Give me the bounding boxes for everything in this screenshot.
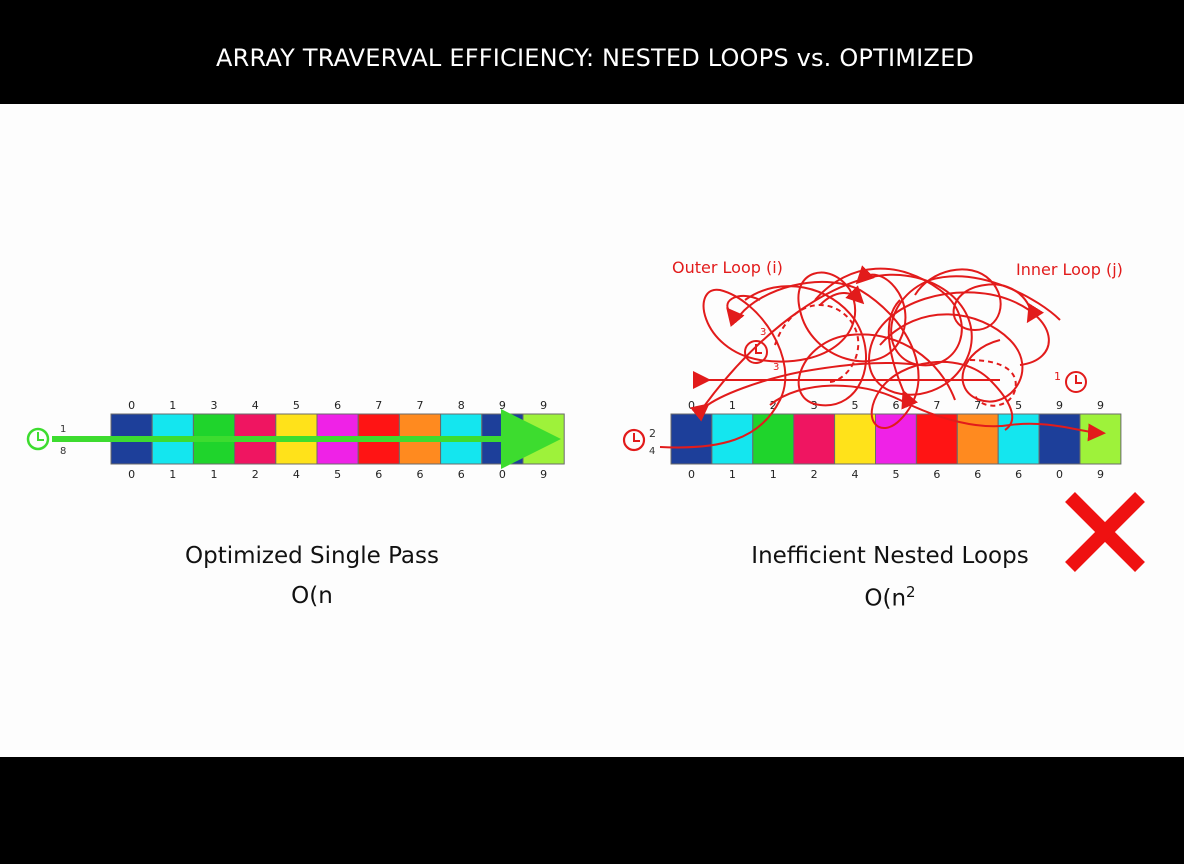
array-cell bbox=[956, 413, 999, 465]
bottom-index-label: 1 bbox=[169, 468, 176, 481]
top-index-label: 2 bbox=[770, 399, 777, 412]
array-cell bbox=[875, 413, 917, 465]
top-index-label: 7 bbox=[933, 399, 940, 412]
right-clock-top-label: 2 bbox=[649, 427, 656, 440]
right-marker-clock-icon bbox=[1065, 371, 1087, 393]
top-index-label: 6 bbox=[892, 399, 899, 412]
bottom-index-label: 6 bbox=[1015, 468, 1022, 481]
top-index-label: 9 bbox=[499, 399, 506, 412]
inner-clock-top-label: 3 bbox=[760, 327, 766, 338]
right-caption: Inefficient Nested Loops bbox=[751, 543, 1029, 569]
top-index-label: 9 bbox=[1097, 399, 1104, 412]
bottom-index-label: 6 bbox=[458, 468, 465, 481]
bottom-index-label: 2 bbox=[252, 468, 259, 481]
left-complexity: O(n bbox=[291, 583, 333, 609]
bottom-index-label: 1 bbox=[770, 468, 777, 481]
top-index-label: 3 bbox=[811, 399, 818, 412]
right-complexity: O(n2 bbox=[790, 583, 990, 612]
array-cell bbox=[1079, 413, 1122, 465]
array-cell bbox=[1038, 413, 1081, 465]
bottom-index-label: 6 bbox=[974, 468, 981, 481]
top-index-label: 8 bbox=[458, 399, 465, 412]
x-mark-icon bbox=[1065, 492, 1145, 572]
bottom-index-label: 5 bbox=[334, 468, 341, 481]
left-clock-icon bbox=[26, 427, 50, 451]
bottom-index-label: 4 bbox=[852, 468, 859, 481]
right-array bbox=[670, 413, 1122, 465]
bottom-bar bbox=[0, 757, 1184, 864]
title-bar: ARRAY TRAVERVAL EFFICIENCY: NESTED LOOPS… bbox=[0, 0, 1184, 104]
top-index-label: 5 bbox=[852, 399, 859, 412]
left-caption: Optimized Single Pass bbox=[185, 543, 439, 569]
array-cell bbox=[752, 413, 795, 465]
top-index-label: 1 bbox=[729, 399, 736, 412]
left-top-indices: 0 1 3 4 5 6 7 7 8 9 9 bbox=[128, 399, 547, 412]
top-index-label: 0 bbox=[128, 399, 135, 412]
bottom-index-label: 9 bbox=[1097, 468, 1104, 481]
bottom-index-label: 5 bbox=[892, 468, 899, 481]
top-index-label: 4 bbox=[252, 399, 259, 412]
top-index-label: 5 bbox=[1015, 399, 1022, 412]
right-marker-label: 1 bbox=[1054, 370, 1061, 383]
array-cell bbox=[670, 413, 713, 465]
bottom-index-label: 2 bbox=[811, 468, 818, 481]
right-clock-icon bbox=[622, 428, 646, 452]
left-clock-top-label: 1 bbox=[60, 424, 66, 435]
right-complexity-exponent: 2 bbox=[906, 583, 916, 601]
top-index-label: 6 bbox=[334, 399, 341, 412]
top-index-label: 9 bbox=[540, 399, 547, 412]
bottom-index-label: 6 bbox=[375, 468, 382, 481]
bottom-index-label: 1 bbox=[729, 468, 736, 481]
array-cell bbox=[915, 413, 958, 465]
bottom-index-label: 0 bbox=[688, 468, 695, 481]
bottom-index-label: 4 bbox=[293, 468, 300, 481]
array-cell bbox=[793, 413, 836, 465]
top-index-label: 3 bbox=[211, 399, 218, 412]
top-index-label: 9 bbox=[1056, 399, 1063, 412]
left-bottom-indices: 0 1 1 2 4 5 6 6 6 0 9 bbox=[128, 468, 547, 481]
top-index-label: 0 bbox=[688, 399, 695, 412]
inner-clock-bottom-label: 3 bbox=[773, 362, 779, 373]
top-index-label: 7 bbox=[417, 399, 424, 412]
outer-loop-label: Outer Loop (i) bbox=[672, 258, 783, 277]
nested-loop-tangle bbox=[659, 265, 1106, 449]
right-bottom-indices: 0 1 1 2 4 5 6 6 6 0 9 bbox=[688, 468, 1104, 481]
right-clock-bottom-label: 4 bbox=[649, 446, 655, 457]
bottom-index-label: 0 bbox=[128, 468, 135, 481]
left-clock-bottom-label: 8 bbox=[60, 446, 66, 457]
array-cell bbox=[834, 413, 876, 465]
bottom-index-label: 6 bbox=[417, 468, 424, 481]
top-index-label: 1 bbox=[169, 399, 176, 412]
page-title: ARRAY TRAVERVAL EFFICIENCY: NESTED LOOPS… bbox=[216, 44, 975, 72]
inner-loop-label: Inner Loop (j) bbox=[1016, 260, 1123, 279]
top-index-label: 7 bbox=[375, 399, 382, 412]
right-complexity-base: O(n bbox=[864, 585, 907, 612]
right-top-indices: 0 1 2 3 5 6 7 7 5 9 9 bbox=[688, 399, 1104, 412]
bottom-index-label: 0 bbox=[499, 468, 506, 481]
bottom-index-label: 1 bbox=[211, 468, 218, 481]
bottom-index-label: 6 bbox=[933, 468, 940, 481]
top-index-label: 5 bbox=[293, 399, 300, 412]
bottom-index-label: 0 bbox=[1056, 468, 1063, 481]
array-cell bbox=[997, 413, 1040, 465]
bottom-index-label: 9 bbox=[540, 468, 547, 481]
array-cell bbox=[711, 413, 754, 465]
top-index-label: 7 bbox=[974, 399, 981, 412]
